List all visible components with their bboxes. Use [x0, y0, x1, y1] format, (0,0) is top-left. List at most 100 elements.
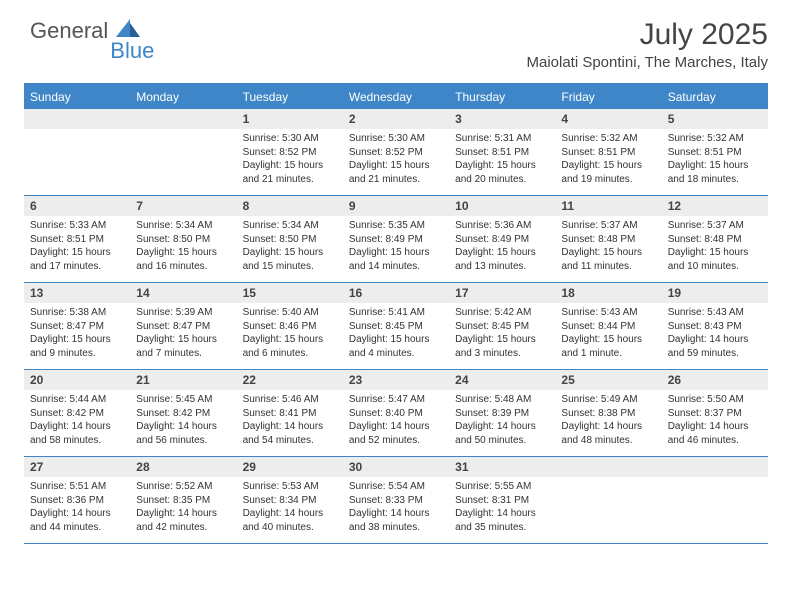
sunrise-text: Sunrise: 5:37 AM — [668, 219, 762, 233]
sunrise-text: Sunrise: 5:44 AM — [30, 393, 124, 407]
daylight-text: Daylight: 14 hours and 58 minutes. — [30, 420, 124, 447]
calendar: SundayMondayTuesdayWednesdayThursdayFrid… — [24, 83, 768, 544]
daylight-text: Daylight: 14 hours and 48 minutes. — [561, 420, 655, 447]
day-cell: 15Sunrise: 5:40 AMSunset: 8:46 PMDayligh… — [237, 283, 343, 369]
sunrise-text: Sunrise: 5:30 AM — [349, 132, 443, 146]
day-details: Sunrise: 5:48 AMSunset: 8:39 PMDaylight:… — [449, 390, 555, 453]
day-cell: 10Sunrise: 5:36 AMSunset: 8:49 PMDayligh… — [449, 196, 555, 282]
day-details: Sunrise: 5:41 AMSunset: 8:45 PMDaylight:… — [343, 303, 449, 366]
day-cell: 25Sunrise: 5:49 AMSunset: 8:38 PMDayligh… — [555, 370, 661, 456]
week-row: 6Sunrise: 5:33 AMSunset: 8:51 PMDaylight… — [24, 196, 768, 283]
sunset-text: Sunset: 8:46 PM — [243, 320, 337, 334]
day-details: Sunrise: 5:33 AMSunset: 8:51 PMDaylight:… — [24, 216, 130, 279]
sunrise-text: Sunrise: 5:45 AM — [136, 393, 230, 407]
day-details: Sunrise: 5:34 AMSunset: 8:50 PMDaylight:… — [130, 216, 236, 279]
sunrise-text: Sunrise: 5:48 AM — [455, 393, 549, 407]
sunset-text: Sunset: 8:51 PM — [668, 146, 762, 160]
daylight-text: Daylight: 14 hours and 38 minutes. — [349, 507, 443, 534]
day-details: Sunrise: 5:31 AMSunset: 8:51 PMDaylight:… — [449, 129, 555, 192]
day-cell: 6Sunrise: 5:33 AMSunset: 8:51 PMDaylight… — [24, 196, 130, 282]
weeks-container: 1Sunrise: 5:30 AMSunset: 8:52 PMDaylight… — [24, 109, 768, 544]
day-number: 10 — [449, 196, 555, 216]
sunset-text: Sunset: 8:43 PM — [668, 320, 762, 334]
sunset-text: Sunset: 8:51 PM — [30, 233, 124, 247]
day-number: 16 — [343, 283, 449, 303]
day-details: Sunrise: 5:30 AMSunset: 8:52 PMDaylight:… — [237, 129, 343, 192]
sunrise-text: Sunrise: 5:30 AM — [243, 132, 337, 146]
daylight-text: Daylight: 15 hours and 21 minutes. — [243, 159, 337, 186]
weekday-header: Tuesday — [237, 85, 343, 109]
sunrise-text: Sunrise: 5:32 AM — [561, 132, 655, 146]
day-cell — [130, 109, 236, 195]
day-number: 26 — [662, 370, 768, 390]
day-number — [24, 109, 130, 129]
day-details: Sunrise: 5:30 AMSunset: 8:52 PMDaylight:… — [343, 129, 449, 192]
sunset-text: Sunset: 8:50 PM — [243, 233, 337, 247]
sunset-text: Sunset: 8:34 PM — [243, 494, 337, 508]
day-cell: 29Sunrise: 5:53 AMSunset: 8:34 PMDayligh… — [237, 457, 343, 543]
sunrise-text: Sunrise: 5:39 AM — [136, 306, 230, 320]
sunset-text: Sunset: 8:48 PM — [668, 233, 762, 247]
day-number: 18 — [555, 283, 661, 303]
daylight-text: Daylight: 15 hours and 7 minutes. — [136, 333, 230, 360]
page-title: July 2025 — [526, 18, 768, 52]
day-details: Sunrise: 5:45 AMSunset: 8:42 PMDaylight:… — [130, 390, 236, 453]
sunset-text: Sunset: 8:50 PM — [136, 233, 230, 247]
sunset-text: Sunset: 8:45 PM — [455, 320, 549, 334]
day-number: 17 — [449, 283, 555, 303]
daylight-text: Daylight: 15 hours and 20 minutes. — [455, 159, 549, 186]
day-number — [130, 109, 236, 129]
sunset-text: Sunset: 8:41 PM — [243, 407, 337, 421]
daylight-text: Daylight: 15 hours and 1 minute. — [561, 333, 655, 360]
day-cell: 27Sunrise: 5:51 AMSunset: 8:36 PMDayligh… — [24, 457, 130, 543]
day-number: 6 — [24, 196, 130, 216]
sunrise-text: Sunrise: 5:51 AM — [30, 480, 124, 494]
logo-icon — [116, 17, 142, 39]
day-number: 25 — [555, 370, 661, 390]
sunrise-text: Sunrise: 5:33 AM — [30, 219, 124, 233]
sunset-text: Sunset: 8:52 PM — [349, 146, 443, 160]
weekday-header-row: SundayMondayTuesdayWednesdayThursdayFrid… — [24, 85, 768, 109]
day-cell: 24Sunrise: 5:48 AMSunset: 8:39 PMDayligh… — [449, 370, 555, 456]
header: GeneralBlue July 2025 Maiolati Spontini,… — [0, 0, 792, 75]
day-cell: 2Sunrise: 5:30 AMSunset: 8:52 PMDaylight… — [343, 109, 449, 195]
daylight-text: Daylight: 14 hours and 54 minutes. — [243, 420, 337, 447]
day-details: Sunrise: 5:46 AMSunset: 8:41 PMDaylight:… — [237, 390, 343, 453]
day-details: Sunrise: 5:44 AMSunset: 8:42 PMDaylight:… — [24, 390, 130, 453]
day-details: Sunrise: 5:40 AMSunset: 8:46 PMDaylight:… — [237, 303, 343, 366]
daylight-text: Daylight: 15 hours and 14 minutes. — [349, 246, 443, 273]
sunrise-text: Sunrise: 5:54 AM — [349, 480, 443, 494]
day-number: 5 — [662, 109, 768, 129]
daylight-text: Daylight: 15 hours and 10 minutes. — [668, 246, 762, 273]
day-cell: 12 Sunrise: 5:37 AMSunset: 8:48 PMDayligh… — [662, 196, 768, 282]
day-cell: 14Sunrise: 5:39 AMSunset: 8:47 PMDayligh… — [130, 283, 236, 369]
day-cell: 8Sunrise: 5:34 AMSunset: 8:50 PMDaylight… — [237, 196, 343, 282]
daylight-text: Daylight: 15 hours and 9 minutes. — [30, 333, 124, 360]
day-details: Sunrise: 5:37 AMSunset: 8:48 PMDaylight:… — [555, 216, 661, 279]
sunset-text: Sunset: 8:48 PM — [561, 233, 655, 247]
day-cell: 9Sunrise: 5:35 AMSunset: 8:49 PMDaylight… — [343, 196, 449, 282]
day-number: 23 — [343, 370, 449, 390]
day-number: 12 — [662, 196, 768, 216]
week-row: 27Sunrise: 5:51 AMSunset: 8:36 PMDayligh… — [24, 457, 768, 544]
sunrise-text: Sunrise: 5:38 AM — [30, 306, 124, 320]
sunset-text: Sunset: 8:44 PM — [561, 320, 655, 334]
week-row: 1Sunrise: 5:30 AMSunset: 8:52 PMDaylight… — [24, 109, 768, 196]
day-cell: 28Sunrise: 5:52 AMSunset: 8:35 PMDayligh… — [130, 457, 236, 543]
weekday-header: Friday — [555, 85, 661, 109]
day-cell: 18Sunrise: 5:43 AMSunset: 8:44 PMDayligh… — [555, 283, 661, 369]
day-details: Sunrise: 5:35 AMSunset: 8:49 PMDaylight:… — [343, 216, 449, 279]
day-cell: 26Sunrise: 5:50 AMSunset: 8:37 PMDayligh… — [662, 370, 768, 456]
day-cell — [555, 457, 661, 543]
daylight-text: Daylight: 14 hours and 56 minutes. — [136, 420, 230, 447]
day-cell: 17Sunrise: 5:42 AMSunset: 8:45 PMDayligh… — [449, 283, 555, 369]
daylight-text: Daylight: 14 hours and 52 minutes. — [349, 420, 443, 447]
day-number: 4 — [555, 109, 661, 129]
sunrise-text: Sunrise: 5:43 AM — [668, 306, 762, 320]
day-cell: 3Sunrise: 5:31 AMSunset: 8:51 PMDaylight… — [449, 109, 555, 195]
daylight-text: Daylight: 15 hours and 15 minutes. — [243, 246, 337, 273]
day-number: 20 — [24, 370, 130, 390]
sunrise-text: Sunrise: 5:41 AM — [349, 306, 443, 320]
day-cell: 30Sunrise: 5:54 AMSunset: 8:33 PMDayligh… — [343, 457, 449, 543]
sunrise-text: Sunrise: 5:55 AM — [455, 480, 549, 494]
